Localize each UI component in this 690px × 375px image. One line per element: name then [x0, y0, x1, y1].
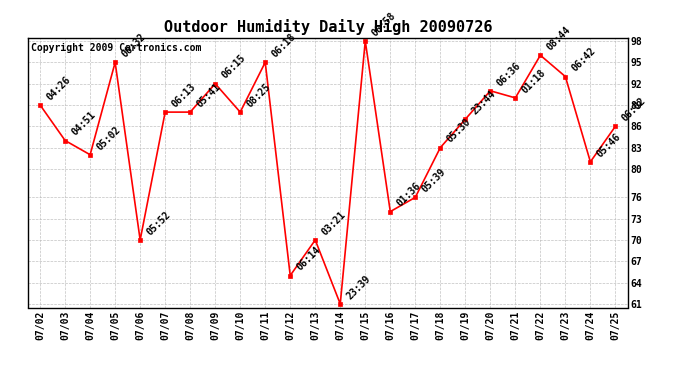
Text: 06:42: 06:42 [569, 46, 598, 74]
Text: 06:18: 06:18 [269, 32, 297, 60]
Text: 23:39: 23:39 [344, 273, 373, 301]
Text: 05:02: 05:02 [95, 124, 122, 152]
Text: 04:51: 04:51 [69, 110, 97, 138]
Text: 05:30: 05:30 [444, 117, 473, 145]
Title: Outdoor Humidity Daily High 20090726: Outdoor Humidity Daily High 20090726 [164, 19, 492, 35]
Text: Copyright 2009 Cartronics.com: Copyright 2009 Cartronics.com [30, 43, 201, 53]
Text: 05:46: 05:46 [595, 131, 622, 159]
Text: 23:44: 23:44 [469, 88, 497, 116]
Text: 05:41: 05:41 [195, 81, 222, 110]
Text: 05:39: 05:39 [420, 167, 447, 195]
Text: 06:13: 06:13 [169, 81, 197, 110]
Text: 03:21: 03:21 [319, 209, 347, 237]
Text: 05:52: 05:52 [144, 209, 172, 237]
Text: 06:58: 06:58 [369, 10, 397, 38]
Text: 06:36: 06:36 [495, 60, 522, 88]
Text: 01:36: 01:36 [395, 181, 422, 209]
Text: 06:32: 06:32 [119, 32, 147, 60]
Text: 06:02: 06:02 [620, 96, 647, 123]
Text: 08:25: 08:25 [244, 81, 273, 110]
Text: 06:15: 06:15 [219, 53, 247, 81]
Text: 06:14: 06:14 [295, 245, 322, 273]
Text: 04:26: 04:26 [44, 74, 72, 102]
Text: 08:44: 08:44 [544, 25, 573, 52]
Text: 01:18: 01:18 [520, 67, 547, 95]
